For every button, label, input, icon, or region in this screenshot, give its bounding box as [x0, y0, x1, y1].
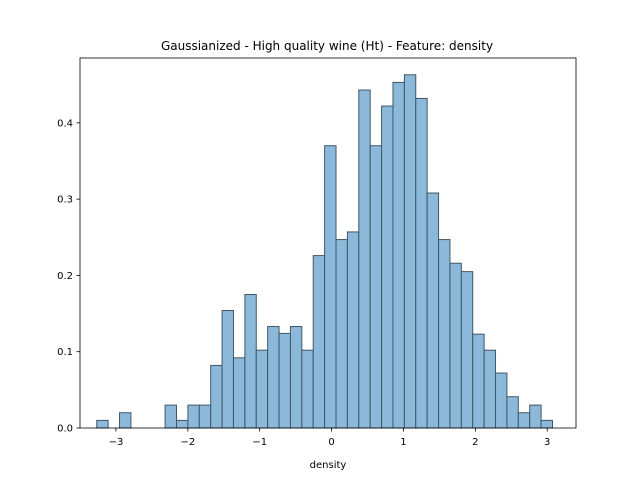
histogram-bar: [324, 145, 337, 429]
histogram-bar: [346, 231, 360, 429]
y-tick-label: 0.2: [57, 271, 73, 282]
x-tick-label: 2: [472, 437, 478, 448]
x-tick-label: −3: [109, 437, 124, 448]
histogram-bar: [358, 89, 371, 429]
histogram-bar: [392, 81, 405, 429]
x-tick-label: 1: [400, 437, 406, 448]
y-tick-label: 0.3: [57, 195, 73, 206]
y-tick-label: 0.1: [57, 347, 73, 358]
histogram-bar: [301, 349, 314, 429]
histogram-bar: [438, 239, 451, 429]
histogram-bar: [460, 271, 474, 429]
histogram-bar: [495, 372, 508, 429]
histogram-bar: [198, 404, 212, 429]
histogram-bar: [289, 326, 303, 429]
histogram-bar: [472, 333, 485, 429]
histogram-bar: [187, 404, 200, 429]
histogram-bar: [164, 404, 178, 429]
histogram-bar: [312, 255, 326, 429]
histogram-bar: [426, 192, 440, 429]
histogram-bar: [529, 404, 542, 429]
histogram-bar: [221, 310, 234, 429]
y-tick-label: 0.4: [57, 118, 73, 129]
histogram-bar: [483, 349, 497, 429]
histogram-bar: [369, 145, 383, 429]
histogram-bar: [381, 105, 394, 429]
x-axis-ticks: −3 −2 −1 0 1 2 3: [109, 428, 550, 448]
histogram-bar: [506, 396, 519, 429]
histogram-bar: [540, 419, 553, 429]
x-tick-label: 3: [544, 437, 550, 448]
x-tick-label: −2: [180, 437, 195, 448]
histogram-bar: [244, 293, 257, 429]
histogram-bar: [210, 364, 223, 429]
histogram-bar: [415, 97, 428, 429]
histogram-bar: [119, 412, 132, 429]
x-axis-label: density: [310, 460, 347, 471]
histogram-bar: [403, 74, 417, 429]
histogram-bar: [96, 419, 109, 429]
histogram-bar: [335, 239, 348, 429]
chart-title: Gaussianized - High quality wine (Ht) - …: [161, 39, 493, 53]
y-tick-label: 0.0: [57, 424, 73, 435]
histogram-bar: [232, 357, 246, 429]
histogram-bar: [449, 262, 462, 429]
x-tick-label: 0: [328, 437, 334, 448]
plot-frame: [79, 57, 577, 429]
histogram-bar: [267, 326, 280, 429]
y-axis-ticks: 0.0 0.1 0.2 0.3 0.4: [57, 118, 80, 435]
histogram-bar: [517, 412, 531, 429]
histogram-bar: [176, 419, 189, 429]
x-tick-label: −1: [252, 437, 267, 448]
histogram-bar: [278, 332, 291, 429]
histogram-bar: [255, 349, 269, 429]
